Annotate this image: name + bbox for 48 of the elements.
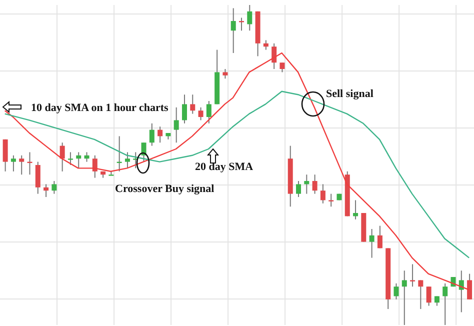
candlestick (320, 184, 326, 204)
candlestick (442, 282, 448, 325)
candlestick (402, 270, 407, 325)
candlestick (124, 152, 130, 169)
candlestick (76, 152, 82, 169)
candlestick (328, 193, 334, 208)
candlestick (369, 228, 374, 258)
candlestick (35, 161, 40, 194)
candlestick (434, 296, 440, 306)
annotation: Crossover Buy signal (115, 183, 214, 195)
annotation: 20 day SMA (195, 161, 254, 173)
annotation: 10 day SMA on 1 hour charts (31, 102, 170, 114)
candlestick (304, 174, 310, 194)
candlestick (312, 174, 318, 194)
candlestick (353, 200, 358, 220)
candlestick (92, 154, 98, 178)
candlestick (19, 154, 24, 176)
candlestick (418, 280, 424, 310)
candlestick (60, 142, 65, 172)
candlestick (458, 270, 464, 313)
candlestick (52, 180, 57, 194)
candlestick (263, 40, 268, 50)
candlestick (84, 152, 90, 162)
candlestick (467, 273, 472, 300)
candlestick (44, 184, 49, 198)
candlestick (296, 180, 302, 198)
candlestick (247, 5, 252, 32)
candlestick (10, 154, 16, 172)
candlestick (222, 68, 228, 80)
candlestick (68, 152, 73, 166)
candlestick (141, 142, 146, 162)
candlestick (230, 8, 236, 54)
candlestick (206, 100, 212, 124)
annotation: Sell signal (326, 88, 374, 100)
candlestick (280, 62, 285, 73)
candlestick (394, 282, 399, 300)
candlestick (190, 94, 196, 114)
candlestick (272, 42, 277, 70)
candlestick (182, 94, 187, 124)
candlestick (133, 152, 138, 169)
candlestick (410, 264, 416, 288)
candlestick (198, 106, 204, 121)
candlestick (174, 106, 179, 144)
candlestick (158, 126, 163, 144)
candlestick (2, 138, 8, 172)
candlestick (377, 225, 382, 249)
candlestick (149, 122, 154, 146)
candlestick (426, 286, 432, 306)
